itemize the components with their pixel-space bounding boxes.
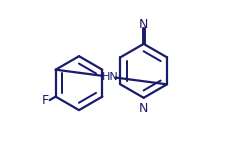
Text: F: F [41, 94, 48, 107]
Text: N: N [139, 18, 148, 31]
Text: N: N [139, 102, 148, 115]
Text: HN: HN [102, 72, 118, 82]
